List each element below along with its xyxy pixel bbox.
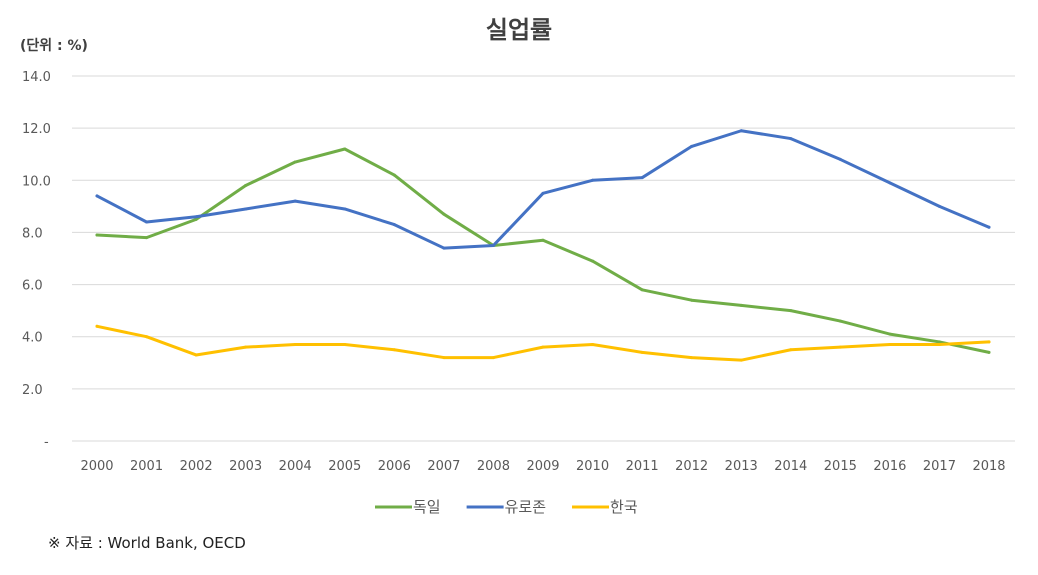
y-tick-label: 8.0 — [22, 226, 43, 241]
data-point — [838, 319, 842, 323]
data-point — [541, 191, 545, 195]
data-point — [888, 181, 892, 185]
y-tick-label: 14.0 — [22, 70, 51, 85]
chart-title: 실업률 — [486, 16, 552, 44]
data-point — [343, 343, 347, 347]
data-point — [987, 225, 991, 229]
data-point — [541, 345, 545, 349]
data-point — [690, 356, 694, 360]
data-point — [244, 345, 248, 349]
x-tick-label: 2005 — [328, 459, 361, 474]
data-point — [95, 194, 99, 198]
data-point — [343, 207, 347, 211]
data-point — [888, 343, 892, 347]
data-point — [591, 259, 595, 263]
legend-label: 한국 — [610, 498, 638, 516]
x-tick-label: 2015 — [824, 459, 857, 474]
data-point — [343, 147, 347, 151]
y-tick-label: - — [44, 435, 49, 450]
data-point — [293, 343, 297, 347]
y-tick-label: 6.0 — [22, 279, 43, 294]
data-point — [244, 184, 248, 187]
x-tick-label: 2017 — [923, 459, 956, 474]
data-point — [491, 243, 495, 247]
x-tick-label: 2007 — [427, 459, 460, 474]
data-point — [789, 137, 793, 141]
x-tick-label: 2013 — [725, 459, 758, 474]
data-point — [888, 332, 892, 336]
data-point — [937, 343, 941, 347]
data-point — [739, 129, 743, 133]
x-tick-label: 2004 — [279, 459, 312, 474]
data-point — [392, 348, 396, 352]
series-line-한국 — [95, 324, 991, 362]
x-tick-label: 2003 — [229, 459, 262, 474]
data-point — [690, 298, 694, 302]
y-tick-label: 12.0 — [22, 122, 51, 137]
data-point — [937, 204, 941, 208]
data-point — [442, 246, 446, 250]
data-point — [789, 309, 793, 313]
series-line-유로존 — [95, 129, 991, 250]
unit-label: (단위 : %) — [20, 37, 88, 54]
data-point — [591, 343, 595, 347]
data-point — [491, 356, 495, 360]
y-tick-label: 4.0 — [22, 331, 43, 346]
data-point — [838, 157, 842, 161]
data-point — [95, 324, 99, 328]
x-tick-label: 2014 — [774, 459, 807, 474]
y-tick-label: 10.0 — [22, 174, 51, 189]
data-point — [739, 303, 743, 307]
legend-label: 유로존 — [505, 498, 547, 516]
x-tick-label: 2009 — [526, 459, 559, 474]
x-tick-label: 2006 — [378, 459, 411, 474]
data-point — [194, 353, 198, 357]
data-point — [690, 144, 694, 148]
x-tick-label: 2018 — [972, 459, 1005, 474]
y-tick-label: 2.0 — [22, 383, 43, 398]
x-tick-label: 2010 — [576, 459, 609, 474]
series-line-독일 — [95, 147, 991, 354]
x-tick-label: 2002 — [180, 459, 213, 474]
data-point — [987, 340, 991, 344]
data-point — [244, 207, 248, 211]
data-point — [591, 178, 595, 182]
data-point — [541, 238, 545, 242]
data-point — [442, 356, 446, 360]
data-point — [442, 212, 446, 216]
data-point — [293, 160, 297, 164]
data-point — [194, 215, 198, 219]
data-point — [145, 220, 149, 224]
data-point — [640, 350, 644, 354]
data-point — [145, 335, 149, 339]
x-tick-label: 2001 — [130, 459, 163, 474]
x-tick-label: 2016 — [873, 459, 906, 474]
data-point — [392, 173, 396, 177]
data-point — [987, 350, 991, 354]
data-point — [937, 340, 941, 344]
legend-label: 독일 — [413, 498, 441, 516]
x-tick-label: 2011 — [626, 459, 659, 474]
source-note: ※ 자료 : World Bank, OECD — [48, 534, 246, 552]
x-tick-label: 2012 — [675, 459, 708, 474]
data-point — [739, 358, 743, 362]
x-tick-label: 2008 — [477, 459, 510, 474]
data-point — [293, 199, 297, 203]
data-point — [95, 233, 99, 237]
data-point — [194, 217, 198, 221]
data-point — [145, 236, 149, 240]
x-tick-label: 2000 — [80, 459, 113, 474]
data-point — [838, 345, 842, 349]
data-point — [789, 348, 793, 352]
data-point — [640, 176, 644, 180]
data-point — [392, 223, 396, 227]
data-point — [640, 288, 644, 292]
